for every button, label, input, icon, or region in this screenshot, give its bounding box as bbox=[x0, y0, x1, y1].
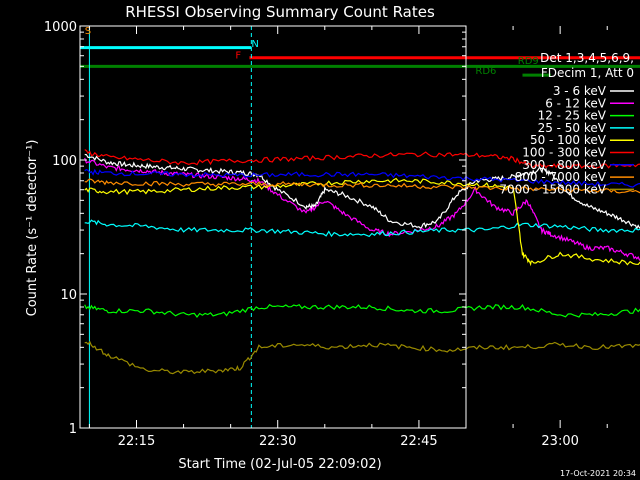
series-line bbox=[84, 178, 640, 194]
y-tick-label: 10 bbox=[60, 288, 77, 303]
series-line bbox=[84, 219, 640, 238]
series-line bbox=[84, 153, 640, 231]
legend-header-line2: FDecim 1, Att 0 bbox=[541, 66, 634, 80]
legend-entry-label: 800 - 7000 keV bbox=[515, 170, 607, 184]
legend-entry-label: 12 - 25 keV bbox=[538, 109, 607, 123]
x-axis-label: Start Time (02-Jul-05 22:09:02) bbox=[178, 457, 381, 472]
series-line bbox=[84, 303, 640, 318]
annotation-label: S bbox=[85, 26, 91, 37]
x-tick-label: 22:15 bbox=[118, 434, 155, 449]
axes: 110100100022:1522:3022:4523:0023:1523:30… bbox=[44, 20, 608, 449]
legend-entry-label: 100 - 300 keV bbox=[522, 146, 606, 160]
series-line bbox=[84, 177, 640, 267]
x-tick-label: 22:45 bbox=[400, 434, 437, 449]
legend-entry-label: 25 - 50 keV bbox=[538, 121, 607, 135]
legend-entry-label: 50 - 100 keV bbox=[530, 133, 607, 147]
legend-entry-label: 300 - 800 keV bbox=[522, 158, 606, 172]
legend-entry-label: 3 - 6 keV bbox=[553, 84, 607, 98]
annotation-label: N bbox=[251, 39, 258, 50]
annotation-label: RD9 bbox=[518, 56, 539, 67]
x-tick-label: 23:00 bbox=[541, 434, 578, 449]
x-tick-label: 22:30 bbox=[259, 434, 296, 449]
legend-header-line1: Det 1,3,4,5,6,9, bbox=[540, 51, 634, 65]
series-line bbox=[84, 340, 640, 375]
legend-entry-label: 6 - 12 keV bbox=[545, 96, 607, 110]
y-tick-label: 1 bbox=[69, 422, 77, 437]
legend-entry-label: 7000 - 15000 keV bbox=[499, 182, 606, 196]
legend: Det 1,3,4,5,6,9, FDecim 1, Att 0 3 - 6 k… bbox=[499, 51, 634, 196]
series-line bbox=[84, 157, 640, 261]
chart-title: RHESSI Observing Summary Count Rates bbox=[125, 3, 435, 21]
annotation-label: F bbox=[235, 51, 241, 62]
series-line bbox=[84, 168, 640, 188]
annotation-label: RD6 bbox=[475, 66, 496, 77]
y-tick-label: 100 bbox=[52, 154, 77, 169]
plot-frame bbox=[79, 25, 467, 429]
footer-date: 17-Oct-2021 20:34 bbox=[560, 469, 636, 478]
y-axis-label: Count Rate (s⁻¹ detector⁻¹) bbox=[25, 140, 40, 317]
plot-area: S NF RD9 RD6 bbox=[80, 26, 640, 428]
y-tick-label: 1000 bbox=[44, 20, 77, 35]
